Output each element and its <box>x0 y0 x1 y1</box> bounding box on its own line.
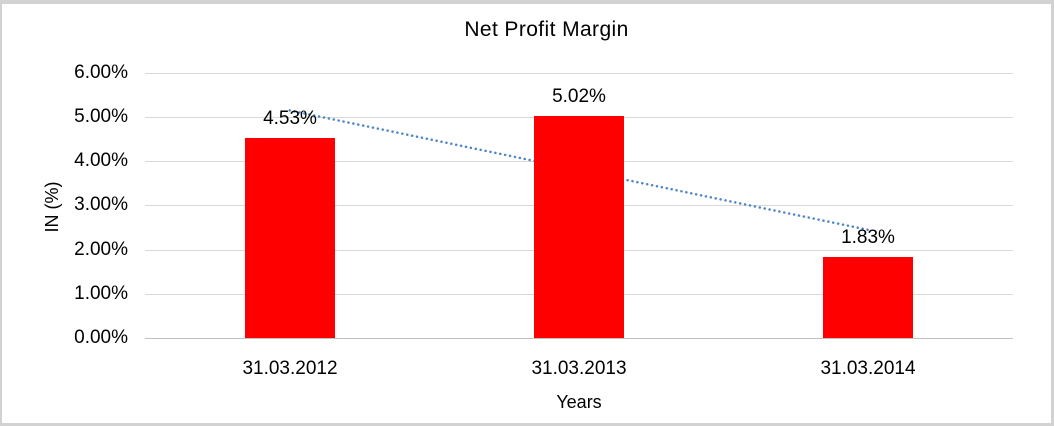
x-category-label: 31.03.2012 <box>242 358 338 379</box>
net-profit-margin-chart: Net Profit Margin IN (%) Years 0.00% 1.00… <box>2 4 1051 423</box>
y-tick-label: 2.00% <box>74 239 128 260</box>
bar <box>534 116 624 338</box>
bar-value-label: 4.53% <box>263 108 317 129</box>
y-tick-label: 3.00% <box>74 194 128 215</box>
bar <box>823 257 913 338</box>
bar-value-label: 5.02% <box>552 86 606 107</box>
y-axis-title: IN (%) <box>42 181 62 233</box>
x-category-label: 31.03.2013 <box>531 358 627 379</box>
y-tick-label: 4.00% <box>74 150 128 171</box>
x-axis-title: Years <box>556 392 602 412</box>
x-category-label: 31.03.2014 <box>820 358 916 379</box>
y-tick-label: 6.00% <box>74 62 128 83</box>
y-tick-label: 5.00% <box>74 106 128 127</box>
bar-value-label: 1.83% <box>841 227 895 248</box>
gridline <box>145 338 1013 339</box>
bar <box>245 138 335 338</box>
chart-title: Net Profit Margin <box>464 18 629 41</box>
y-tick-label: 0.00% <box>74 327 128 348</box>
y-tick-label: 1.00% <box>74 283 128 304</box>
gridline <box>145 73 1013 74</box>
